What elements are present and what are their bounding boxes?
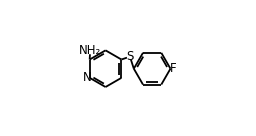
Text: N: N <box>83 71 92 84</box>
Text: F: F <box>170 62 176 75</box>
Text: S: S <box>126 50 134 63</box>
Text: NH₂: NH₂ <box>79 44 101 57</box>
